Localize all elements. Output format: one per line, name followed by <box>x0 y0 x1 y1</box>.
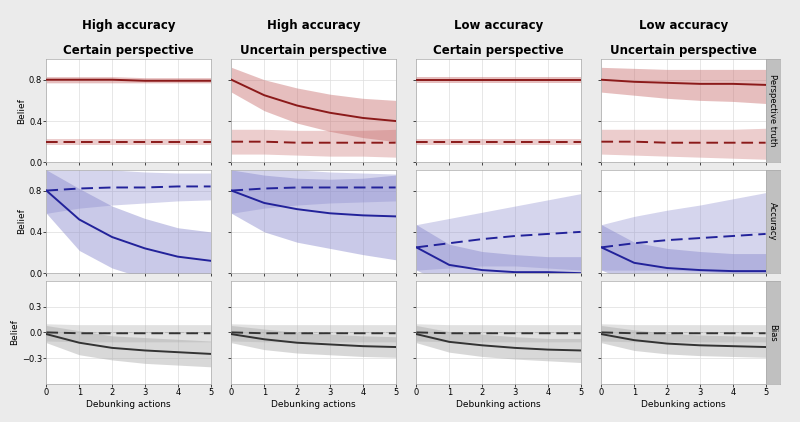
Text: Uncertain perspective: Uncertain perspective <box>240 44 387 57</box>
Text: Low accuracy: Low accuracy <box>454 19 543 32</box>
Y-axis label: Belief: Belief <box>10 319 19 345</box>
X-axis label: Debunking actions: Debunking actions <box>86 400 171 409</box>
Y-axis label: Belief: Belief <box>18 208 26 235</box>
Text: Certain perspective: Certain perspective <box>63 44 194 57</box>
Text: Certain perspective: Certain perspective <box>433 44 564 57</box>
Text: High accuracy: High accuracy <box>266 19 360 32</box>
Text: Accuracy: Accuracy <box>768 202 778 241</box>
X-axis label: Debunking actions: Debunking actions <box>456 400 541 409</box>
Text: High accuracy: High accuracy <box>82 19 175 32</box>
X-axis label: Debunking actions: Debunking actions <box>271 400 356 409</box>
Text: Uncertain perspective: Uncertain perspective <box>610 44 757 57</box>
Y-axis label: Belief: Belief <box>18 98 26 124</box>
X-axis label: Debunking actions: Debunking actions <box>641 400 726 409</box>
Text: Low accuracy: Low accuracy <box>639 19 728 32</box>
Text: Perspective truth: Perspective truth <box>768 74 778 147</box>
Text: Bias: Bias <box>768 324 778 341</box>
